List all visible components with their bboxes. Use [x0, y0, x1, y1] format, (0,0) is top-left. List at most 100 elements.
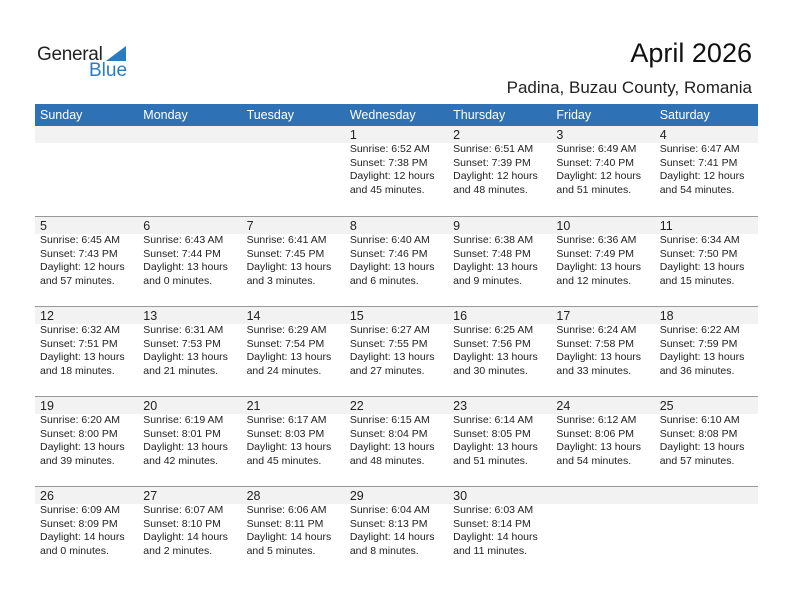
sunset-text: Sunset: 7:41 PM: [659, 156, 738, 169]
day-number: 20: [143, 399, 158, 413]
day-number: 19: [40, 399, 54, 413]
sunset-text: Sunset: 7:44 PM: [143, 247, 221, 260]
sunset-text: Sunset: 8:09 PM: [40, 517, 118, 530]
weekday-saturday: Saturday: [659, 108, 710, 122]
logo-triangle-icon: [106, 46, 126, 61]
page-title: April 2026: [630, 38, 752, 68]
day-cell: 28 Sunrise: 6:06 AM Sunset: 8:11 PM Dayligh…: [242, 487, 345, 576]
location-subtitle: Padina, Buzau County, Romania: [506, 78, 752, 97]
daylight-text: Daylight: 12 hours: [40, 261, 125, 273]
sunrise-text: Sunrise: 6:49 AM: [556, 143, 637, 155]
day-number: 18: [659, 309, 674, 323]
daylight-text: Daylight: 13 hours: [246, 441, 332, 453]
sunrise-text: Sunrise: 6:27 AM: [349, 324, 430, 336]
sunset-text: Sunset: 7:51 PM: [40, 337, 118, 350]
daylight-text: Daylight: 13 hours: [556, 261, 642, 273]
sunrise-text: Sunrise: 6:09 AM: [40, 504, 120, 516]
day-number: 7: [246, 219, 254, 233]
sunrise-text: Sunrise: 6:24 AM: [556, 324, 637, 336]
date-band: [35, 487, 758, 504]
day-cell: 29 Sunrise: 6:04 AM Sunset: 8:13 PM Dayligh…: [345, 487, 448, 576]
day-number: 25: [659, 399, 674, 413]
minutes-text: and 9 minutes.: [453, 274, 523, 287]
day-number: 13: [143, 309, 158, 323]
day-cell: 21 Sunrise: 6:17 AM Sunset: 8:03 PM Dayligh…: [242, 397, 345, 486]
day-cell: 3 Sunrise: 6:49 AM Sunset: 7:40 PM Daylight…: [551, 126, 654, 216]
daylight-text: Daylight: 14 hours: [143, 531, 228, 543]
calendar: Sunday Monday Tuesday Wednesday Thursday Frid…: [35, 104, 758, 576]
week-row: 26 Sunrise: 6:09 AM Sunset: 8:09 PM Dayligh…: [35, 486, 758, 576]
week-row: 5 Sunrise: 6:45 AM Sunset: 7:43 PM Daylight…: [35, 216, 758, 306]
day-cell: 20 Sunrise: 6:19 AM Sunset: 8:01 PM Dayligh…: [138, 397, 241, 486]
minutes-text: and 57 minutes.: [40, 274, 115, 287]
weekday-tuesday: Tuesday: [246, 108, 295, 122]
daylight-text: Daylight: 13 hours: [40, 441, 125, 453]
day-number: 1: [349, 128, 357, 142]
sunset-text: Sunset: 8:14 PM: [453, 517, 531, 530]
daylight-text: Daylight: 14 hours: [246, 531, 332, 543]
sunrise-text: Sunrise: 6:10 AM: [659, 414, 740, 426]
minutes-text: and 8 minutes.: [349, 544, 419, 557]
day-cell: 14 Sunrise: 6:29 AM Sunset: 7:54 PM Dayligh…: [242, 307, 345, 396]
day-cell: 17 Sunrise: 6:24 AM Sunset: 7:58 PM Dayligh…: [551, 307, 654, 396]
sunset-text: Sunset: 8:10 PM: [143, 517, 221, 530]
weekday-header: Sunday Monday Tuesday Wednesday Thursday Frid…: [35, 104, 758, 126]
daylight-text: Daylight: 13 hours: [143, 441, 228, 453]
sunset-text: Sunset: 8:04 PM: [349, 427, 428, 440]
weekday-wednesday: Wednesday: [349, 108, 416, 122]
day-cell: 15 Sunrise: 6:27 AM Sunset: 7:55 PM Dayligh…: [345, 307, 448, 396]
sunrise-text: Sunrise: 6:03 AM: [453, 504, 534, 516]
daylight-text: Daylight: 14 hours: [453, 531, 538, 543]
minutes-text: and 15 minutes.: [659, 274, 735, 287]
minutes-text: and 57 minutes.: [659, 454, 735, 467]
day-number: 30: [453, 489, 468, 503]
date-band: [35, 217, 758, 234]
logo-text-general: General: [37, 44, 103, 65]
sunrise-text: Sunrise: 6:15 AM: [349, 414, 430, 426]
daylight-text: Daylight: 13 hours: [349, 351, 435, 363]
day-cell: 23 Sunrise: 6:14 AM Sunset: 8:05 PM Dayligh…: [448, 397, 551, 486]
minutes-text: and 21 minutes.: [143, 364, 218, 377]
sunrise-text: Sunrise: 6:47 AM: [659, 143, 740, 155]
sunset-text: Sunset: 7:43 PM: [40, 247, 118, 260]
daylight-text: Daylight: 13 hours: [556, 441, 642, 453]
day-cell: 2 Sunrise: 6:51 AM Sunset: 7:39 PM Daylight…: [448, 126, 551, 216]
daylight-text: Daylight: 12 hours: [453, 170, 538, 182]
sunrise-text: Sunrise: 6:07 AM: [143, 504, 224, 516]
sunrise-text: Sunrise: 6:29 AM: [246, 324, 327, 336]
day-cell: 6 Sunrise: 6:43 AM Sunset: 7:44 PM Daylight…: [138, 217, 241, 306]
sunrise-text: Sunrise: 6:12 AM: [556, 414, 637, 426]
sunrise-text: Sunrise: 6:32 AM: [40, 324, 120, 336]
sunrise-text: Sunrise: 6:17 AM: [246, 414, 327, 426]
sunrise-text: Sunrise: 6:36 AM: [556, 234, 637, 246]
day-number: 16: [453, 309, 468, 323]
daylight-text: Daylight: 14 hours: [349, 531, 435, 543]
sunset-text: Sunset: 7:55 PM: [349, 337, 428, 350]
day-number: 17: [556, 309, 571, 323]
sunset-text: Sunset: 7:46 PM: [349, 247, 428, 260]
minutes-text: and 11 minutes.: [453, 544, 528, 557]
minutes-text: and 51 minutes.: [453, 454, 528, 467]
day-cell: [655, 487, 758, 576]
sunset-text: Sunset: 7:45 PM: [246, 247, 325, 260]
week-row: 1 Sunrise: 6:52 AM Sunset: 7:38 PM Daylight…: [35, 126, 758, 216]
minutes-text: and 45 minutes.: [246, 454, 322, 467]
minutes-text: and 36 minutes.: [659, 364, 735, 377]
day-cell: 25 Sunrise: 6:10 AM Sunset: 8:08 PM Dayligh…: [655, 397, 758, 486]
sunrise-text: Sunrise: 6:20 AM: [40, 414, 120, 426]
sunset-text: Sunset: 7:50 PM: [659, 247, 738, 260]
minutes-text: and 27 minutes.: [349, 364, 425, 377]
day-cell: 1 Sunrise: 6:52 AM Sunset: 7:38 PM Daylight…: [345, 126, 448, 216]
daylight-text: Daylight: 13 hours: [246, 351, 332, 363]
day-cell: 18 Sunrise: 6:22 AM Sunset: 7:59 PM Dayligh…: [655, 307, 758, 396]
day-cell: 12 Sunrise: 6:32 AM Sunset: 7:51 PM Dayligh…: [35, 307, 138, 396]
sunset-text: Sunset: 7:58 PM: [556, 337, 635, 350]
day-number: 12: [40, 309, 54, 323]
minutes-text: and 42 minutes.: [143, 454, 218, 467]
minutes-text: and 6 minutes.: [349, 274, 419, 287]
weekday-sunday: Sunday: [40, 108, 83, 122]
daylight-text: Daylight: 13 hours: [40, 351, 125, 363]
sunrise-text: Sunrise: 6:06 AM: [246, 504, 327, 516]
day-cell: 22 Sunrise: 6:15 AM Sunset: 8:04 PM Dayligh…: [345, 397, 448, 486]
sunset-text: Sunset: 7:56 PM: [453, 337, 531, 350]
